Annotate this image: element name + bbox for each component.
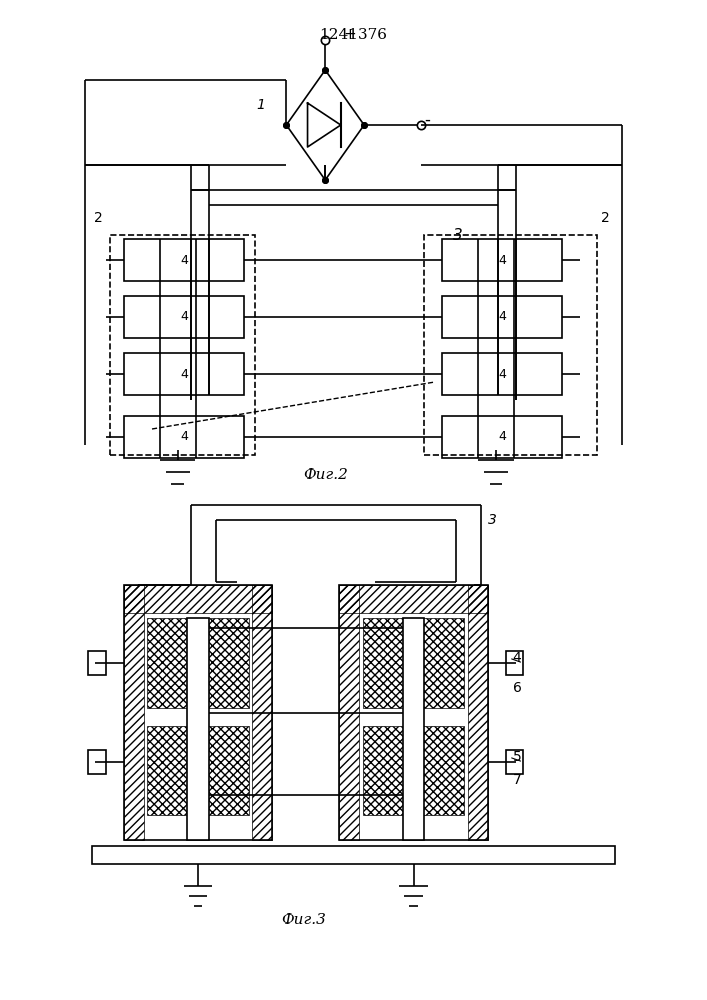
Bar bbox=[403, 618, 424, 840]
Text: 4: 4 bbox=[513, 651, 521, 665]
Bar bbox=[147, 726, 249, 815]
Text: +: + bbox=[343, 27, 356, 42]
Text: 4: 4 bbox=[498, 367, 506, 380]
Bar bbox=[339, 585, 488, 840]
Bar bbox=[124, 416, 244, 458]
Text: Фиг.3: Фиг.3 bbox=[281, 913, 327, 927]
Text: 2: 2 bbox=[94, 211, 103, 225]
Bar bbox=[339, 585, 488, 613]
Bar bbox=[88, 750, 106, 774]
Text: 3: 3 bbox=[452, 228, 462, 242]
Bar bbox=[124, 585, 272, 840]
Bar bbox=[124, 239, 244, 281]
Text: 7: 7 bbox=[513, 773, 521, 787]
Bar bbox=[442, 239, 562, 281]
Text: 4: 4 bbox=[180, 310, 188, 324]
Text: Фиг.2: Фиг.2 bbox=[303, 468, 348, 482]
Bar bbox=[124, 585, 144, 840]
Bar bbox=[442, 296, 562, 338]
Bar bbox=[442, 416, 562, 458]
Bar bbox=[124, 353, 244, 395]
Text: 1: 1 bbox=[256, 98, 265, 112]
Text: 2: 2 bbox=[601, 211, 609, 225]
Bar bbox=[147, 618, 249, 708]
Bar bbox=[92, 846, 615, 864]
Text: 4: 4 bbox=[498, 310, 506, 324]
Bar bbox=[468, 585, 488, 840]
Bar bbox=[187, 618, 209, 840]
Bar bbox=[88, 651, 106, 675]
Text: 4: 4 bbox=[498, 253, 506, 266]
Text: 5: 5 bbox=[513, 750, 521, 764]
Text: 4: 4 bbox=[180, 367, 188, 380]
Text: 1241376: 1241376 bbox=[320, 28, 387, 42]
Text: -: - bbox=[424, 111, 430, 129]
Text: 4: 4 bbox=[498, 430, 506, 444]
Bar bbox=[110, 235, 255, 455]
Bar bbox=[252, 585, 272, 840]
Text: 6: 6 bbox=[513, 681, 522, 695]
Bar bbox=[442, 353, 562, 395]
Bar bbox=[363, 726, 464, 815]
Bar bbox=[363, 618, 464, 708]
Bar bbox=[124, 296, 244, 338]
Text: 4: 4 bbox=[180, 253, 188, 266]
Text: 4: 4 bbox=[180, 430, 188, 444]
Bar bbox=[506, 750, 523, 774]
Text: 3: 3 bbox=[488, 513, 497, 527]
Bar bbox=[424, 235, 597, 455]
Bar bbox=[124, 585, 272, 613]
Bar bbox=[506, 651, 523, 675]
Bar bbox=[339, 585, 359, 840]
